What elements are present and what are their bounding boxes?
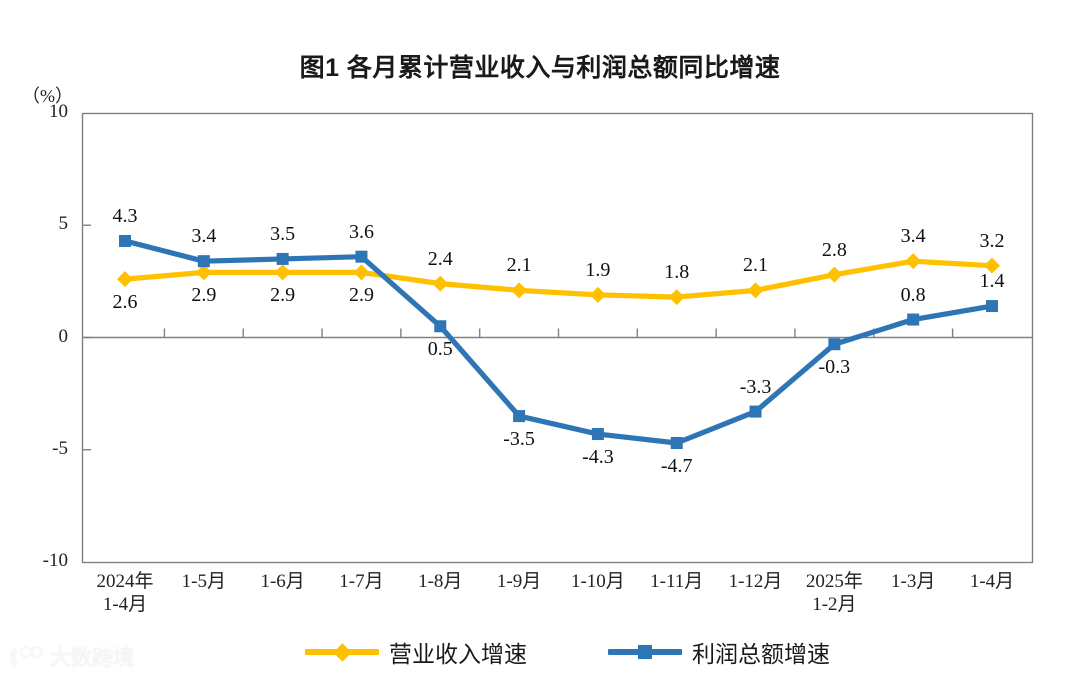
data-label: 2.6	[112, 291, 138, 314]
square-marker-icon	[638, 645, 652, 659]
y-axis-tick-label: 5	[58, 213, 69, 235]
legend-label-profit: 利润总额增速	[692, 641, 830, 667]
data-label: 2.8	[821, 238, 847, 261]
legend-item-profit[interactable]: 利润总额增速	[608, 636, 830, 668]
y-axis-tick-label: -5	[52, 437, 68, 459]
data-label: 3.4	[900, 225, 926, 248]
x-axis-tick-label: 1-3月	[891, 571, 936, 592]
chart-title: 图1 各月累计营业收入与利润总额同比增速	[299, 54, 781, 82]
x-axis-tick-label: 1-8月	[418, 571, 463, 592]
legend-item-revenue[interactable]: 营业收入增速	[305, 636, 527, 668]
x-axis-tick-label: 1-4月	[969, 571, 1015, 592]
legend-line-profit	[608, 645, 682, 659]
x-axis-tick-label: 1-10月	[570, 571, 625, 592]
legend-label-revenue: 营业收入增速	[389, 641, 527, 667]
data-label: -4.7	[660, 455, 693, 477]
data-label: -3.3	[739, 375, 772, 398]
data-label: 0.8	[900, 283, 926, 306]
y-axis-tick-label: 10	[49, 101, 68, 122]
y-axis-tick-label: 0	[58, 325, 69, 347]
x-axis-tick-label: 1-7月	[339, 571, 384, 592]
data-label: -4.3	[582, 446, 614, 469]
data-label: 2.9	[191, 284, 217, 307]
data-label: 2.1	[506, 254, 532, 277]
data-label: 1.4	[979, 270, 1005, 293]
y-axis-tick-label: -10	[42, 550, 68, 571]
data-label: 3.4	[191, 225, 217, 248]
x-axis-tick-label: 1-9月	[496, 571, 542, 592]
y-axis-unit-label: （%）	[22, 86, 73, 106]
data-label: 2.4	[427, 247, 453, 270]
x-axis-tick-label: 2025年 1-2月	[805, 571, 863, 616]
x-axis-tick-label: 1-12月	[728, 571, 783, 592]
x-axis-tick-label: 1-11月	[650, 571, 704, 592]
data-label: 3.6	[348, 220, 374, 243]
data-label: -3.5	[503, 428, 535, 451]
data-label: 2.1	[743, 254, 769, 277]
data-label: -0.3	[818, 356, 851, 379]
x-axis-tick-label: 1-5月	[181, 571, 226, 592]
data-label: 3.5	[270, 222, 296, 245]
data-label: 2.9	[270, 284, 296, 307]
diamond-marker-icon	[332, 642, 352, 662]
data-label: 1.8	[664, 261, 690, 284]
data-label: 0.5	[427, 338, 453, 361]
data-label: 4.3	[112, 204, 138, 227]
chart-legend: 营业收入增速 利润总额增速	[0, 636, 1080, 676]
data-label: 1.9	[585, 258, 611, 281]
data-label: 3.2	[979, 229, 1005, 252]
x-axis-tick-label: 1-6月	[260, 571, 305, 592]
legend-line-revenue	[305, 642, 379, 662]
data-label: 2.9	[348, 284, 374, 307]
x-axis-tick-label: 2024年 1-4月	[96, 571, 154, 616]
